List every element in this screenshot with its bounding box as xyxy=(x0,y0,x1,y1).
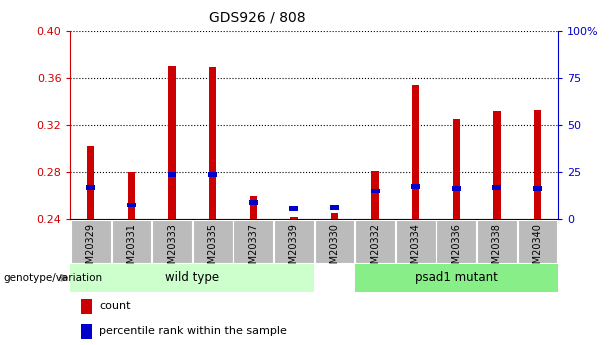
Bar xyxy=(517,219,557,264)
Bar xyxy=(274,219,314,264)
Bar xyxy=(249,196,257,219)
Bar xyxy=(209,68,216,219)
Text: GSM20336: GSM20336 xyxy=(451,223,462,276)
Text: psad1 mutant: psad1 mutant xyxy=(415,271,498,284)
Bar xyxy=(533,186,542,191)
Bar xyxy=(492,185,501,190)
Bar xyxy=(314,219,354,264)
Bar xyxy=(412,85,419,219)
Bar xyxy=(371,171,379,219)
Bar xyxy=(331,213,338,219)
Bar xyxy=(70,264,314,292)
Bar xyxy=(87,146,94,219)
Bar xyxy=(249,200,257,205)
Text: wild type: wild type xyxy=(166,271,219,284)
Text: GSM20329: GSM20329 xyxy=(86,223,96,276)
Bar xyxy=(534,110,541,219)
Bar xyxy=(371,188,379,193)
Bar xyxy=(82,299,93,314)
Bar xyxy=(289,206,299,211)
Bar xyxy=(452,119,460,219)
Text: GSM20335: GSM20335 xyxy=(208,223,218,276)
Text: GDS926 / 808: GDS926 / 808 xyxy=(209,10,306,24)
Text: percentile rank within the sample: percentile rank within the sample xyxy=(99,326,287,336)
Bar xyxy=(234,219,273,264)
Bar xyxy=(290,217,297,219)
Bar xyxy=(112,219,151,264)
Text: GSM20339: GSM20339 xyxy=(289,223,299,276)
Bar xyxy=(452,186,461,191)
Bar xyxy=(192,219,232,264)
Bar xyxy=(355,219,395,264)
Bar xyxy=(411,184,420,188)
Text: GSM20338: GSM20338 xyxy=(492,223,502,276)
Text: GSM20337: GSM20337 xyxy=(248,223,258,276)
Text: GSM20330: GSM20330 xyxy=(329,223,340,276)
Bar xyxy=(86,185,95,190)
Bar xyxy=(167,172,177,177)
Text: GSM20333: GSM20333 xyxy=(167,223,177,276)
Bar xyxy=(330,205,339,210)
Bar xyxy=(128,172,135,219)
Bar xyxy=(82,324,93,338)
Text: GSM20340: GSM20340 xyxy=(533,223,543,276)
Text: GSM20331: GSM20331 xyxy=(126,223,137,276)
Text: GSM20332: GSM20332 xyxy=(370,223,380,276)
Bar xyxy=(71,219,111,264)
Bar xyxy=(169,66,176,219)
Text: GSM20334: GSM20334 xyxy=(411,223,421,276)
Bar xyxy=(314,264,355,292)
Bar xyxy=(355,264,558,292)
Bar xyxy=(396,219,436,264)
Text: count: count xyxy=(99,302,131,312)
Bar xyxy=(493,111,501,219)
Bar xyxy=(436,219,476,264)
Bar xyxy=(208,172,217,177)
Bar xyxy=(152,219,192,264)
Bar xyxy=(477,219,517,264)
Bar xyxy=(127,203,136,207)
Text: genotype/variation: genotype/variation xyxy=(3,273,102,283)
